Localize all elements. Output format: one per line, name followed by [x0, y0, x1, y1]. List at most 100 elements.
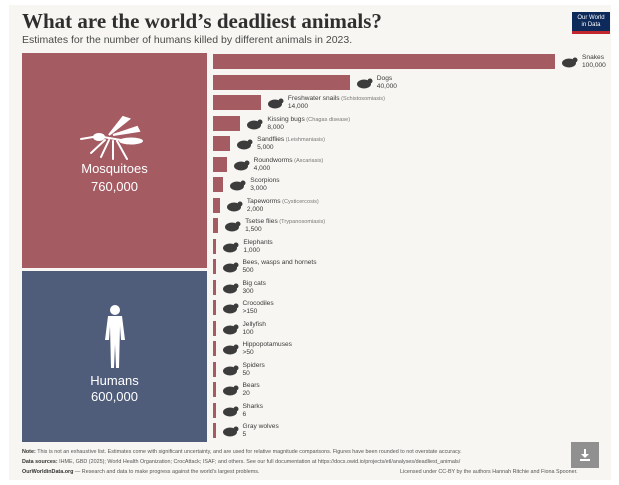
- footer-sources: Data sources: IHME, GBD (2025); World He…: [22, 459, 460, 465]
- chart-subtitle: Estimates for the number of humans kille…: [22, 34, 353, 46]
- bar-elephants: [213, 238, 217, 254]
- bar-bears: [213, 382, 216, 397]
- bar-name: Snakes: [582, 54, 604, 61]
- bar-name: Big cats: [242, 279, 266, 287]
- bar-name: Roundworms: [253, 156, 293, 164]
- bar-name: Sandflies: [257, 136, 285, 143]
- bar-name: Kissing bugs: [267, 115, 305, 123]
- bar-value-scorpions: 3,000: [250, 185, 267, 192]
- bug-icon: [247, 119, 263, 129]
- bar-name: Spiders: [242, 361, 265, 369]
- bar-value-freshwater-snails: 14,000: [287, 103, 309, 110]
- bar-sandflies: [213, 136, 231, 151]
- bar-label-roundworms: Roundworms (Ascariasis): [254, 157, 324, 165]
- bar-label-dogs: Dogs: [377, 75, 392, 83]
- site-link[interactable]: OurWorldinData.org: [22, 469, 74, 475]
- bar-label-tsetse-flies: Tsetse flies (Trypanosomiasis): [245, 218, 325, 226]
- humans-value: 600,000: [91, 389, 138, 404]
- bar-hippopotamuses: [213, 341, 216, 356]
- bar-value-sandflies: 5,000: [257, 144, 274, 151]
- bar-scorpions: [213, 177, 224, 192]
- owid-logo[interactable]: Our World in Data: [572, 12, 610, 34]
- bee-icon: [222, 262, 238, 273]
- bar-name: Hippopotamuses: [242, 341, 292, 348]
- mosquitoes-label: Mosquitoes: [81, 161, 148, 176]
- sources-text[interactable]: IHME, GBD (2025); World Health Organizat…: [59, 459, 461, 465]
- jellyfish-icon: [222, 324, 238, 334]
- bar-name: Elephants: [243, 238, 273, 246]
- bar-label-elephants: Elephants: [243, 239, 272, 247]
- bar-snakes: [213, 54, 555, 69]
- bar-label-freshwater-snails: Freshwater snails (Schistosomiasis): [288, 95, 385, 103]
- bar-value-kissing-bugs: 8,000: [267, 123, 284, 131]
- bar-value-spiders: 50: [242, 369, 250, 377]
- bar-note: (Chagas disease): [304, 116, 351, 123]
- humans-label: Humans: [90, 373, 139, 388]
- shark-icon: [222, 406, 238, 416]
- mosquitoes-block: Mosquitoes 760,000: [22, 53, 207, 268]
- bar-name: Jellyfish: [242, 320, 266, 328]
- footer-license[interactable]: Licensed under CC-BY by the authors Hann…: [400, 469, 578, 475]
- bar-value-hippopotamuses: >50: [242, 349, 254, 356]
- bar-note: (Schistosomiasis): [339, 96, 385, 102]
- bar-value-tapeworms: 2,000: [246, 205, 264, 213]
- bar-gray-wolves: [213, 423, 216, 438]
- chart-title: What are the world’s deadliest animals?: [22, 9, 382, 33]
- site-tagline: — Research and data to make progress aga…: [74, 469, 260, 475]
- snake-icon: [562, 57, 578, 68]
- bar-label-big-cats: Big cats: [243, 280, 266, 288]
- bar-crocodiles: [213, 300, 216, 315]
- download-button[interactable]: [571, 442, 599, 468]
- note-text: This is not an exhaustive list. Estimate…: [37, 449, 462, 455]
- bar-name: Gray wolves: [242, 423, 279, 430]
- bar-name: Tapeworms: [246, 197, 281, 205]
- snail-icon: [267, 98, 284, 109]
- bear-icon: [222, 385, 238, 396]
- spider-icon: [222, 365, 238, 375]
- hippo-icon: [222, 344, 238, 355]
- bar-label-jellyfish: Jellyfish: [243, 321, 266, 329]
- sources-label: Data sources:: [22, 459, 58, 465]
- crocodile-icon: [222, 303, 238, 314]
- bar-value-snakes: 100,000: [582, 62, 606, 69]
- bar-jellyfish: [213, 320, 216, 336]
- bar-value-crocodiles: >150: [242, 308, 258, 315]
- note-label: Note:: [22, 449, 36, 455]
- bar-name: Freshwater snails: [287, 95, 340, 102]
- bar-note: (Trypanosomiasis): [277, 219, 326, 225]
- scorpion-icon: [230, 180, 246, 191]
- bar-name: Dogs: [376, 74, 393, 82]
- bar-value-tsetse-flies: 1,500: [245, 226, 262, 233]
- bar-note: (Cysticercosis): [280, 198, 319, 205]
- sandfly-icon: [237, 139, 253, 150]
- bar-value-bees-wasps-and-hornets: 500: [242, 267, 254, 274]
- bar-label-kissing-bugs: Kissing bugs (Chagas disease): [267, 116, 350, 124]
- bar-label-snakes: Snakes: [582, 54, 604, 62]
- bar-bees-wasps-and-hornets: [213, 259, 216, 274]
- mosquito-icon: [80, 115, 143, 160]
- bar-note: (Leishmaniasis): [284, 137, 325, 143]
- wolf-icon: [222, 426, 238, 437]
- bar-freshwater-snails: [213, 95, 261, 110]
- bar-label-tapeworms: Tapeworms (Cysticercosis): [247, 198, 319, 206]
- bar-tsetse-flies: [213, 218, 219, 233]
- bar-label-bears: Bears: [243, 382, 260, 390]
- dog-icon: [356, 78, 373, 88]
- download-icon: [580, 449, 590, 461]
- bar-value-gray-wolves: 5: [242, 431, 247, 438]
- humans-block: Humans 600,000: [22, 271, 207, 442]
- bar-label-sandflies: Sandflies (Leishmaniasis): [257, 136, 325, 144]
- footer-site: OurWorldinData.org — Research and data t…: [22, 469, 259, 475]
- bar-note: (Ascariasis): [292, 157, 324, 164]
- mosquitoes-value: 760,000: [91, 179, 138, 194]
- bar-value-big-cats: 300: [242, 287, 254, 295]
- logo-line-1: Our World: [577, 15, 605, 21]
- bar-label-bees-wasps-and-hornets: Bees, wasps and hornets: [243, 259, 317, 267]
- bar-kissing-bugs: [213, 115, 241, 131]
- bar-dogs: [213, 74, 350, 90]
- bar-label-scorpions: Scorpions: [250, 177, 279, 185]
- bar-name: Bees, wasps and hornets: [242, 259, 317, 266]
- bar-label-gray-wolves: Gray wolves: [243, 423, 279, 431]
- bar-label-hippopotamuses: Hippopotamuses: [243, 341, 292, 349]
- bar-name: Sharks: [242, 402, 264, 410]
